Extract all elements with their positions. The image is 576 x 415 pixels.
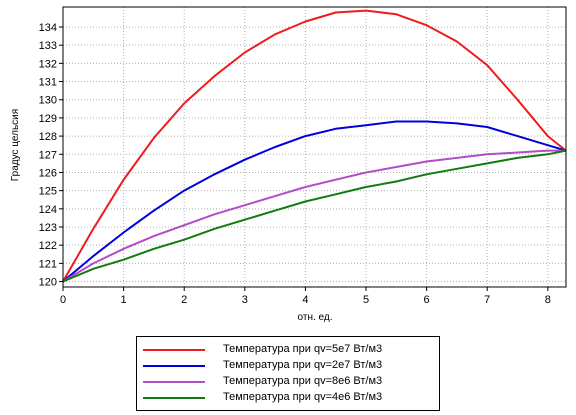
legend-item-2: Температура при qv=2e7 Вт/м3: [143, 358, 433, 373]
y-axis-label: Градус цельсия: [10, 109, 21, 181]
series-line-4: [62, 149, 567, 283]
legend-line-4: [143, 397, 205, 399]
legend-line-1: [143, 349, 205, 351]
y-tick-label: 134: [39, 22, 57, 34]
x-tick-label: 3: [242, 294, 248, 306]
y-tick-label: 121: [39, 258, 57, 270]
y-tick-label: 122: [39, 240, 57, 252]
legend-line-2: [143, 365, 205, 367]
x-tick-label: 1: [121, 294, 127, 306]
plot-area: [62, 6, 567, 288]
series-lines: [62, 9, 567, 283]
y-tick-label: 131: [39, 77, 57, 89]
x-tick-label: 5: [363, 294, 369, 306]
legend-line-3: [143, 381, 205, 383]
x-tick-label: 6: [424, 294, 430, 306]
y-tick-label: 129: [39, 113, 57, 125]
x-tick-label: 7: [484, 294, 490, 306]
series-line-1: [62, 9, 567, 282]
legend-item-3: Температура при qv=8e6 Вт/м3: [143, 374, 433, 389]
y-tick-label: 132: [39, 58, 57, 70]
series-line-3: [62, 149, 566, 283]
tick-labels: 0 1 2 3 4 5 6 7 81201211221231241251261271281291…: [39, 22, 551, 306]
legend-label-4: Температура при qv=4e6 Вт/м3: [223, 391, 383, 403]
legend-label-3: Температура при qv=8e6 Вт/м3: [223, 375, 383, 387]
y-tick-label: 133: [39, 40, 57, 52]
legend-label-2: Температура при qv=2e7 Вт/м3: [223, 359, 383, 371]
x-tick-label: 4: [302, 294, 308, 306]
x-tick-label: 0: [60, 294, 66, 306]
legend-label-1: Температура при qv=5e7 Вт/м3: [223, 343, 383, 355]
y-tick-label: 124: [39, 204, 57, 216]
legend: Температура при qv=5e7 Вт/м3 Температура…: [136, 336, 440, 411]
chart: 0 1 2 3 4 5 6 7 81201211221231241251261271281291…: [10, 6, 567, 323]
series-line-2: [62, 120, 567, 283]
grid: [62, 7, 566, 287]
y-tick-label: 126: [39, 167, 57, 179]
legend-item-4: Температура при qv=4e6 Вт/м3: [143, 390, 433, 405]
x-axis-label: отн. ед.: [298, 312, 333, 323]
legend-item-1: Температура при qv=5e7 Вт/м3: [143, 342, 433, 357]
y-tick-label: 125: [39, 186, 57, 198]
x-tick-label: 2: [181, 294, 187, 306]
y-tick-label: 128: [39, 131, 57, 143]
y-tick-label: 127: [39, 149, 57, 161]
y-tick-label: 130: [39, 95, 57, 107]
x-tick-label: 8: [545, 294, 551, 306]
y-tick-label: 123: [39, 222, 57, 234]
y-tick-label: 120: [39, 277, 57, 289]
